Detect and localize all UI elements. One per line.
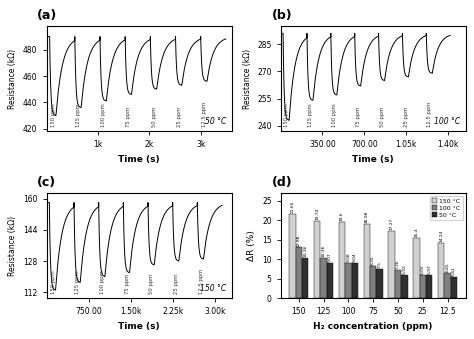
Text: 150 °C: 150 °C <box>200 284 226 293</box>
Bar <box>376 269 383 298</box>
Text: 5.97: 5.97 <box>427 264 431 274</box>
Text: 50 ppm: 50 ppm <box>149 274 154 294</box>
Text: (b): (b) <box>272 9 292 22</box>
Bar <box>451 277 457 298</box>
Text: 10.36: 10.36 <box>321 244 326 257</box>
Text: 150 ppm: 150 ppm <box>51 270 55 294</box>
Text: 75 ppm: 75 ppm <box>125 274 129 294</box>
Text: 50 °C: 50 °C <box>205 117 226 126</box>
Text: 25 ppm: 25 ppm <box>177 107 182 127</box>
Text: 19.6: 19.6 <box>340 211 344 221</box>
Text: 25 ppm: 25 ppm <box>404 107 409 127</box>
Y-axis label: ΔR (%): ΔR (%) <box>247 230 256 261</box>
Y-axis label: Resistance (kΩ): Resistance (kΩ) <box>9 49 18 109</box>
Bar <box>370 265 376 298</box>
Text: 150 ppm: 150 ppm <box>284 103 289 127</box>
Text: 7.26: 7.26 <box>396 259 400 269</box>
Bar <box>327 263 333 298</box>
Bar <box>296 247 302 298</box>
Y-axis label: Resistance (kΩ): Resistance (kΩ) <box>243 49 252 109</box>
Text: 9.04: 9.04 <box>353 253 357 262</box>
Text: 125 ppm: 125 ppm <box>75 270 80 294</box>
Text: 21.65: 21.65 <box>291 200 294 213</box>
Bar <box>302 258 309 298</box>
Bar <box>320 258 327 298</box>
Bar <box>395 270 401 298</box>
Bar <box>345 263 352 298</box>
X-axis label: Time (s): Time (s) <box>118 322 160 331</box>
Y-axis label: Resistance (kΩ): Resistance (kΩ) <box>9 215 18 276</box>
Bar <box>413 238 419 298</box>
Text: 25 ppm: 25 ppm <box>174 274 179 294</box>
Text: 150 ppm: 150 ppm <box>51 103 56 127</box>
Bar <box>352 263 358 298</box>
Text: 50 ppm: 50 ppm <box>152 107 156 127</box>
Text: 15.4: 15.4 <box>414 227 419 237</box>
Text: 12.98: 12.98 <box>297 234 301 247</box>
Text: 12.5 ppm: 12.5 ppm <box>428 102 432 127</box>
Text: 6.02: 6.02 <box>421 264 425 274</box>
Text: 6.45: 6.45 <box>446 262 449 272</box>
Text: 100 ppm: 100 ppm <box>332 103 337 127</box>
Text: 9.07: 9.07 <box>328 252 332 262</box>
Text: 100 ppm: 100 ppm <box>100 270 105 294</box>
Bar <box>289 214 296 298</box>
Bar <box>314 221 320 298</box>
Text: 75 ppm: 75 ppm <box>356 107 361 127</box>
Bar <box>339 222 345 298</box>
Bar <box>419 275 426 298</box>
Text: 10.36: 10.36 <box>303 244 307 257</box>
Text: 12.5 ppm: 12.5 ppm <box>202 102 207 127</box>
Text: 125 ppm: 125 ppm <box>76 103 81 127</box>
Text: 5.92: 5.92 <box>402 264 406 274</box>
Bar <box>444 273 451 298</box>
Text: 9.08: 9.08 <box>346 252 350 262</box>
X-axis label: Time (s): Time (s) <box>118 155 160 164</box>
Text: 8.35: 8.35 <box>371 255 375 265</box>
Text: 12.5 ppm: 12.5 ppm <box>199 268 203 294</box>
Bar <box>401 275 408 298</box>
X-axis label: H₂ concentration (ppm): H₂ concentration (ppm) <box>313 322 433 331</box>
Text: 125 ppm: 125 ppm <box>308 103 313 127</box>
Text: 17.27: 17.27 <box>390 218 393 230</box>
X-axis label: Time (s): Time (s) <box>352 155 394 164</box>
Text: (a): (a) <box>37 9 57 22</box>
Text: 5.41: 5.41 <box>452 266 456 276</box>
Text: (d): (d) <box>272 176 292 188</box>
Bar <box>426 275 432 298</box>
Text: 14.24: 14.24 <box>439 230 443 242</box>
Bar <box>388 231 395 298</box>
Text: 18.98: 18.98 <box>365 211 369 223</box>
Text: 7.5: 7.5 <box>378 261 382 268</box>
Text: 75 ppm: 75 ppm <box>127 107 131 127</box>
Text: (c): (c) <box>37 176 56 188</box>
Bar <box>364 224 370 298</box>
Text: 50 ppm: 50 ppm <box>380 107 385 127</box>
Text: 100 ppm: 100 ppm <box>101 103 106 127</box>
Text: 19.74: 19.74 <box>315 208 319 220</box>
Bar <box>438 243 444 298</box>
Text: 100 °C: 100 °C <box>434 117 460 126</box>
Legend: 150 °C, 100 °C, 50 °C: 150 °C, 100 °C, 50 °C <box>429 196 463 220</box>
